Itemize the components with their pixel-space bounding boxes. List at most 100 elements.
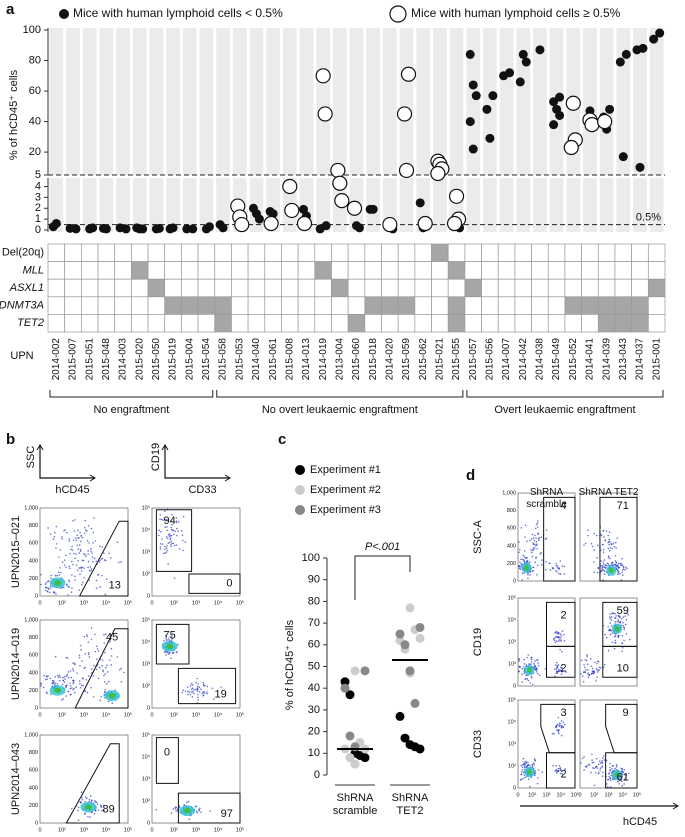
event-dot [608,531,611,533]
event-dot [50,577,52,579]
column-band [149,178,164,232]
event-dot [77,809,79,812]
event-dot [615,547,617,549]
event-dot [76,569,79,571]
y-tick-label: 4 [35,180,41,192]
event-dot [591,545,594,548]
event-dot [595,534,598,537]
event-dot [50,693,52,695]
mutation-cell [414,314,432,333]
tick-label: 0 [150,600,153,606]
event-dot [80,548,82,551]
data-point [115,223,125,233]
mutation-cell [497,261,516,280]
data-point [400,640,410,650]
event-dot [77,560,79,562]
mutation-cell [597,261,616,280]
event-dot [621,617,623,620]
mutation-cell [181,243,199,262]
mutation-cell [581,278,599,298]
x-tick-label: 2015-020 [134,338,145,381]
event-dot [103,642,106,644]
event-dot [599,767,602,769]
event-dot [90,638,93,641]
event-dot [611,778,614,781]
event-dot [78,544,81,546]
event-dot [603,566,605,568]
event-dot [533,539,536,542]
event-dot [78,567,81,569]
event-dot [107,700,110,703]
column-band [349,28,364,175]
mutation-cell [147,314,166,333]
mutation-cell [214,278,232,298]
mutation-cell [231,314,249,333]
data-point [132,223,142,233]
event-dot [527,679,530,682]
mutation-cell [647,278,666,298]
event-dot [609,617,612,620]
schematic-y-label: SSC [25,446,37,469]
event-dot [209,810,211,812]
event-dot [197,683,199,685]
event-dot [533,774,536,777]
event-dot [171,652,174,655]
data-point [482,104,492,114]
mutation-cell [297,296,316,315]
event-dot [593,767,595,770]
event-dot [197,696,199,699]
event-dot [102,670,104,673]
event-dot [537,777,539,779]
mutation-cell [247,278,266,298]
data-point [635,162,645,172]
event-dot [68,567,71,570]
event-dot [79,686,82,689]
event-dot [585,669,587,671]
event-dot [605,636,608,639]
event-dot [614,555,617,557]
event-dot [605,530,608,533]
event-dot [44,678,47,681]
event-dot [71,687,73,689]
event-dot [607,534,610,537]
event-dot [78,552,81,554]
event-dot [534,660,536,662]
tick-label: 10³ [192,600,200,606]
event-dot [523,761,526,763]
event-dot [598,760,601,763]
data-point [499,71,509,81]
group-bracket [466,390,664,398]
y-tick-label: 1 [35,213,41,225]
tick-label: 10⁵ [236,711,244,718]
event-dot [109,556,112,559]
event-dot [518,670,520,672]
tick-label: 400 [29,670,38,676]
event-dot [175,810,177,812]
column-band [466,178,481,232]
tick-label: 10⁴ [102,599,111,606]
event-dot [159,548,162,550]
gate-percentage: 13 [109,579,121,591]
x-tick-label: 2015-055 [451,338,462,381]
event-dot [545,560,547,563]
mutation-cell [314,296,332,315]
column-band [66,28,80,175]
event-dot [42,686,45,689]
event-dot [87,675,90,677]
event-dot [195,810,198,813]
event-dot [182,549,184,552]
legend-label: Experiment #3 [310,504,381,516]
event-dot [529,682,532,684]
mutation-cell [647,314,666,333]
event-dot [556,666,559,669]
event-dot [79,801,82,804]
event-dot [76,544,78,547]
mutation-cell [297,261,316,280]
mutation-cell [364,243,382,262]
data-point [360,666,370,676]
event-dot [51,682,54,685]
arrow-head [89,474,96,482]
event-dot [107,680,110,683]
tick-label: 1,000 [24,505,38,511]
gate [546,752,576,789]
